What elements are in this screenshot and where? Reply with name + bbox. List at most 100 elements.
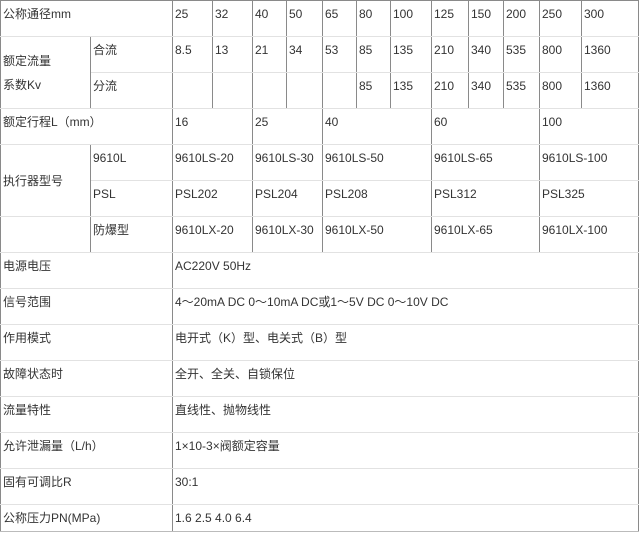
table-cell: 34 [286,36,323,73]
table-cell: 53 [322,36,357,73]
empty-cell [0,216,91,253]
table-row: 公称压力PN(MPa) 1.6 2.5 4.0 6.4 [0,504,639,532]
table-cell [286,72,323,109]
table-row: PSL PSL202 PSL204 PSL208 PSL312 PSL325 [1,180,639,217]
table-cell: 250 [539,0,582,37]
table-cell: 340 [468,36,504,73]
table-cell: 100 [539,108,639,145]
table-cell: 9610LX-100 [539,216,639,253]
table-cell: 60 [431,108,540,145]
table-cell: 9610LS-50 [322,144,432,181]
table-row: 额定流量 系数Kv 合流 8.5 13 21 34 53 85 135 210 340 535 800 13… [0,36,639,109]
table-cell: 800 [539,36,582,73]
table-cell: 135 [390,36,432,73]
table-row: 分流 85 135 210 340 535 800 1360 [1,72,639,109]
row-label: 流量特性 [0,396,173,433]
table-cell: 9610LS-65 [431,144,540,181]
sub-label: 防爆型 [90,216,173,253]
table-cell: 800 [539,72,582,109]
spec-value: 直线性、抛物线性 [172,396,639,433]
table-cell [172,72,213,109]
row-label: 允许泄漏量（L/h） [0,432,173,469]
sub-label: 9610L [90,144,173,181]
table-cell: 21 [252,36,287,73]
table-cell: 340 [468,72,504,109]
table-cell: 9610LS-20 [172,144,253,181]
table-cell: 8.5 [172,36,213,73]
table-cell: 9610LS-30 [252,144,323,181]
table-cell: 85 [356,36,391,73]
row-label-line: 额定流量 [3,53,52,68]
table-row: 允许泄漏量（L/h） 1×10-3×阀额定容量 [0,432,639,469]
table-row: 电源电压 AC220V 50Hz [0,252,639,289]
row-label: 固有可调比R [0,468,173,505]
table-cell: 13 [212,36,253,73]
table-cell: PSL202 [172,180,253,217]
table-cell: 535 [503,72,540,109]
sub-label: 分流 [90,72,173,109]
table-row: 信号范围 4～20mA DC 0～10mA DC或1～5V DC 0～10V DC [0,288,639,325]
sub-label: PSL [90,180,173,217]
table-cell: 32 [212,0,253,37]
table-cell: 85 [356,72,391,109]
table-cell: 9610LX-65 [431,216,540,253]
table-row: 作用模式 电开式（K）型、电关式（B）型 [0,324,639,361]
table-cell [322,72,357,109]
table-cell: 40 [252,0,287,37]
table-cell: 9610LX-30 [252,216,323,253]
table-row: 故障状态时 全开、全关、自锁保位 [0,360,639,397]
table-row: 公称通径mm 25 32 40 50 65 80 100 125 150 200 250 300 [0,0,639,37]
spec-value: 4～20mA DC 0～10mA DC或1～5V DC 0～10V DC [172,288,639,325]
table-row: 流量特性 直线性、抛物线性 [0,396,639,433]
row-label: 公称通径mm [0,0,173,37]
row-label: 电源电压 [0,252,173,289]
row-label: 信号范围 [0,288,173,325]
table-row: 执行器型号 9610L 9610LS-20 9610LS-30 9610LS-50 961… [0,144,639,217]
table-cell: 135 [390,72,432,109]
row-label-line: 系数Kv [3,77,42,92]
table-cell: PSL204 [252,180,323,217]
row-label: 故障状态时 [0,360,173,397]
table-cell: 16 [172,108,253,145]
table-cell: 1360 [581,36,639,73]
table-cell: PSL312 [431,180,540,217]
spec-value: 1×10-3×阀额定容量 [172,432,639,469]
row-label: 执行器型号 [0,144,91,217]
table-cell: 200 [503,0,540,37]
spec-value: 全开、全关、自锁保位 [172,360,639,397]
table-cell: PSL325 [539,180,639,217]
table-cell: 125 [431,0,469,37]
spec-value: 30:1 [172,468,639,505]
table-row: 固有可调比R 30:1 [0,468,639,505]
spec-value: 1.6 2.5 4.0 6.4 [172,504,639,532]
row-label: 额定流量系数Kv [0,36,91,109]
spec-value: AC220V 50Hz [172,252,639,289]
table-cell: 150 [468,0,504,37]
table-cell: 300 [581,0,639,37]
table-cell: 210 [431,72,469,109]
table-cell: 40 [322,108,432,145]
table-cell: 100 [390,0,432,37]
table-cell: 65 [322,0,357,37]
table-cell: 25 [172,0,213,37]
table-cell: 9610LX-50 [322,216,432,253]
table-cell: 535 [503,36,540,73]
sub-label: 合流 [90,36,173,73]
table-cell [212,72,253,109]
spec-value: 电开式（K）型、电关式（B）型 [172,324,639,361]
table-cell: PSL208 [322,180,432,217]
row-label: 作用模式 [0,324,173,361]
table-row: 额定行程L（mm） 16 25 40 60 100 [0,108,639,145]
table-cell: 25 [252,108,323,145]
row-label: 额定行程L（mm） [0,108,173,145]
row-label: 公称压力PN(MPa) [0,504,173,532]
table-cell: 9610LS-100 [539,144,639,181]
table-cell: 50 [286,0,323,37]
table-cell: 1360 [581,72,639,109]
table-cell: 9610LX-20 [172,216,253,253]
table-row: 防爆型 9610LX-20 9610LX-30 9610LX-50 9610LX-65 9… [0,216,639,253]
table-cell [252,72,287,109]
table-cell: 80 [356,0,391,37]
table-cell: 210 [431,36,469,73]
